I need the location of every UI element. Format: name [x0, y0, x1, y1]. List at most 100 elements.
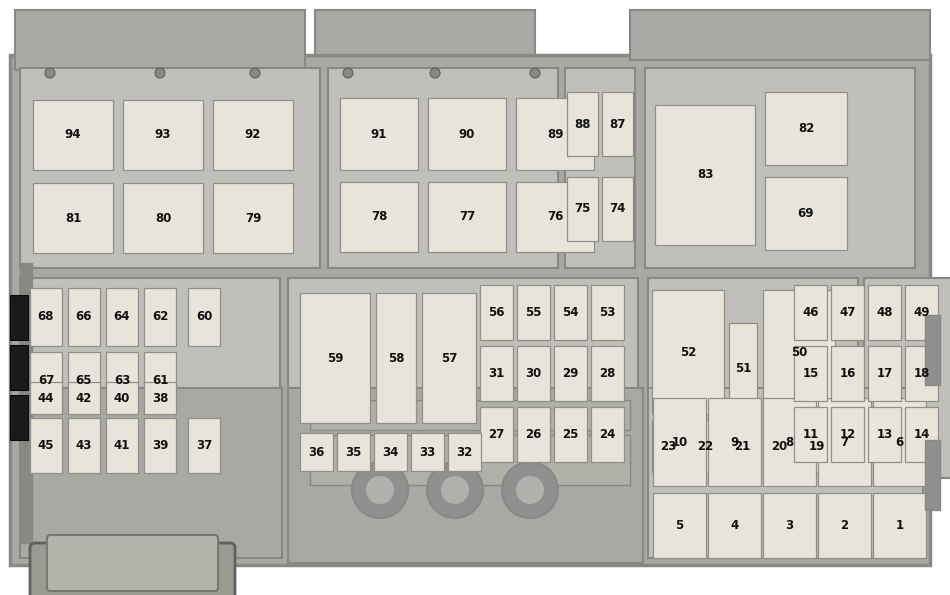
- Bar: [300, 433, 333, 471]
- Bar: [428, 98, 506, 170]
- Text: 75: 75: [575, 202, 591, 215]
- Text: 6: 6: [895, 436, 903, 449]
- Text: 65: 65: [76, 374, 92, 387]
- Bar: [565, 68, 635, 268]
- Text: 93: 93: [155, 129, 171, 142]
- Bar: [708, 398, 761, 486]
- Text: 87: 87: [609, 117, 626, 130]
- Text: 94: 94: [65, 129, 82, 142]
- Bar: [30, 288, 62, 346]
- Bar: [729, 323, 757, 414]
- Text: 16: 16: [839, 367, 856, 380]
- Bar: [10, 395, 28, 440]
- Text: 14: 14: [913, 428, 930, 441]
- Bar: [868, 346, 901, 401]
- Bar: [106, 352, 138, 410]
- Bar: [144, 352, 176, 410]
- Text: 15: 15: [803, 367, 819, 380]
- Bar: [144, 288, 176, 346]
- Text: 27: 27: [488, 428, 504, 441]
- Text: 22: 22: [697, 440, 713, 453]
- Bar: [763, 493, 816, 558]
- FancyBboxPatch shape: [47, 535, 218, 591]
- Bar: [517, 346, 550, 401]
- Circle shape: [352, 462, 408, 518]
- Text: 36: 36: [309, 446, 325, 459]
- Bar: [602, 177, 633, 241]
- Bar: [448, 433, 481, 471]
- Bar: [310, 435, 630, 485]
- Bar: [411, 433, 444, 471]
- Bar: [794, 346, 827, 401]
- Text: 82: 82: [798, 122, 814, 135]
- Bar: [480, 285, 513, 340]
- Text: 7: 7: [841, 436, 848, 449]
- Text: 23: 23: [660, 440, 676, 453]
- Circle shape: [530, 68, 540, 78]
- Text: 57: 57: [441, 352, 457, 365]
- Text: 17: 17: [876, 367, 893, 380]
- Bar: [376, 293, 416, 423]
- Text: 50: 50: [790, 346, 808, 359]
- Bar: [68, 418, 100, 473]
- Bar: [288, 388, 643, 563]
- Bar: [422, 293, 476, 423]
- Text: 83: 83: [696, 168, 713, 181]
- Bar: [188, 288, 220, 346]
- Text: 92: 92: [245, 129, 261, 142]
- Bar: [33, 100, 113, 170]
- Bar: [213, 100, 293, 170]
- Text: 10: 10: [672, 436, 688, 449]
- Bar: [689, 420, 722, 472]
- Text: 30: 30: [525, 367, 541, 380]
- Bar: [33, 183, 113, 253]
- Text: 28: 28: [599, 367, 616, 380]
- Text: 47: 47: [839, 306, 856, 319]
- Bar: [648, 278, 858, 478]
- Text: 62: 62: [152, 311, 168, 324]
- FancyBboxPatch shape: [30, 543, 235, 595]
- Bar: [300, 293, 370, 423]
- Bar: [925, 315, 940, 385]
- Text: 77: 77: [459, 211, 475, 224]
- Bar: [818, 398, 871, 486]
- Text: 89: 89: [547, 127, 563, 140]
- Bar: [340, 98, 418, 170]
- Text: 32: 32: [456, 446, 473, 459]
- Circle shape: [343, 68, 353, 78]
- Bar: [10, 295, 28, 340]
- Text: 69: 69: [798, 207, 814, 220]
- Bar: [567, 92, 598, 156]
- Bar: [144, 382, 176, 414]
- Bar: [374, 433, 407, 471]
- Text: 48: 48: [876, 306, 893, 319]
- Bar: [831, 285, 864, 340]
- Text: 8: 8: [786, 436, 793, 449]
- Text: 52: 52: [680, 346, 696, 359]
- Text: 11: 11: [803, 428, 819, 441]
- Bar: [315, 10, 535, 55]
- Bar: [794, 407, 827, 462]
- Bar: [68, 288, 100, 346]
- Text: 39: 39: [152, 439, 168, 452]
- Bar: [106, 418, 138, 473]
- Bar: [653, 493, 706, 558]
- Text: 91: 91: [370, 127, 388, 140]
- Circle shape: [430, 68, 440, 78]
- Bar: [905, 346, 938, 401]
- Text: 59: 59: [327, 352, 343, 365]
- Bar: [800, 420, 833, 472]
- Text: 41: 41: [114, 439, 130, 452]
- Text: 24: 24: [599, 428, 616, 441]
- Bar: [68, 382, 100, 414]
- Text: 25: 25: [562, 428, 579, 441]
- Bar: [428, 182, 506, 252]
- Text: 81: 81: [65, 211, 81, 224]
- Bar: [10, 55, 930, 565]
- Bar: [68, 352, 100, 410]
- Bar: [726, 420, 759, 472]
- Text: 42: 42: [76, 392, 92, 405]
- Bar: [554, 407, 587, 462]
- Bar: [20, 278, 280, 478]
- Bar: [30, 352, 62, 410]
